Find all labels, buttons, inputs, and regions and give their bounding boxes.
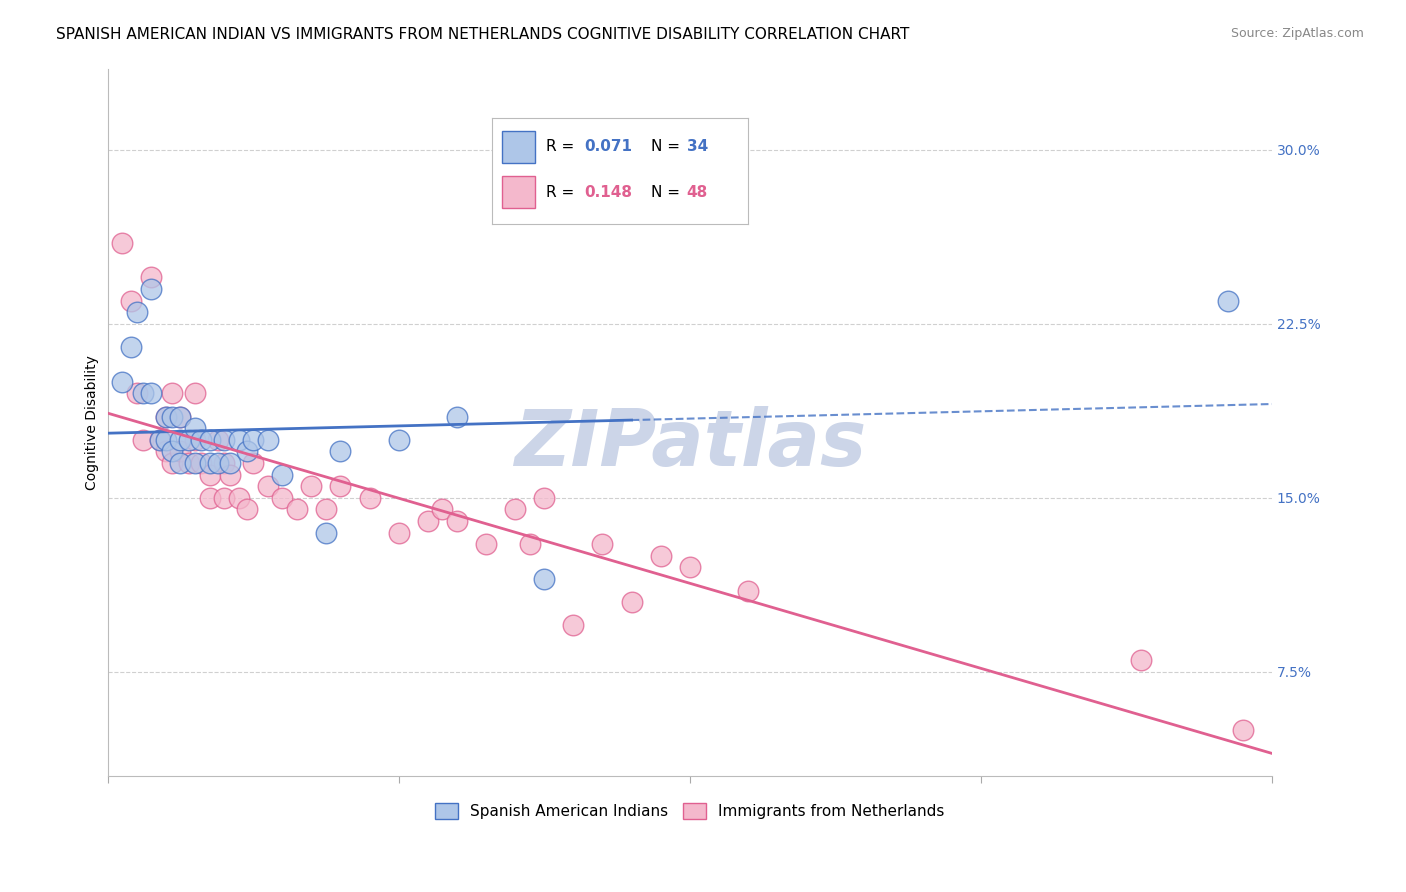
Point bbox=[155, 444, 177, 458]
Point bbox=[446, 409, 468, 424]
Point bbox=[285, 502, 308, 516]
Point bbox=[432, 502, 454, 516]
Point bbox=[219, 467, 242, 482]
Point bbox=[184, 421, 207, 435]
Point bbox=[149, 433, 172, 447]
Point bbox=[329, 444, 352, 458]
Point bbox=[503, 502, 526, 516]
Point bbox=[120, 293, 142, 308]
Point bbox=[388, 433, 411, 447]
Point bbox=[160, 456, 183, 470]
Point bbox=[190, 433, 212, 447]
Point bbox=[533, 491, 555, 505]
Point bbox=[155, 409, 177, 424]
Point bbox=[315, 502, 337, 516]
Point bbox=[155, 433, 177, 447]
Point bbox=[169, 456, 191, 470]
Point bbox=[155, 409, 177, 424]
Point bbox=[228, 491, 250, 505]
Point bbox=[388, 525, 411, 540]
Point bbox=[111, 375, 134, 389]
Point bbox=[207, 456, 229, 470]
Point bbox=[120, 340, 142, 354]
Point bbox=[679, 560, 702, 574]
Point bbox=[416, 514, 439, 528]
Point bbox=[650, 549, 672, 563]
Point bbox=[184, 386, 207, 401]
Point bbox=[592, 537, 614, 551]
Point bbox=[160, 444, 183, 458]
Point bbox=[160, 409, 183, 424]
Point bbox=[219, 456, 242, 470]
Point bbox=[256, 433, 278, 447]
Point bbox=[359, 491, 381, 505]
Point bbox=[125, 386, 148, 401]
Point bbox=[198, 467, 221, 482]
Point bbox=[242, 433, 264, 447]
Point bbox=[533, 572, 555, 586]
Text: SPANISH AMERICAN INDIAN VS IMMIGRANTS FROM NETHERLANDS COGNITIVE DISABILITY CORR: SPANISH AMERICAN INDIAN VS IMMIGRANTS FR… bbox=[56, 27, 910, 42]
Point bbox=[519, 537, 541, 551]
Point bbox=[111, 235, 134, 250]
Point bbox=[179, 456, 201, 470]
Point bbox=[228, 433, 250, 447]
Point bbox=[620, 595, 643, 609]
Point bbox=[1130, 653, 1153, 667]
Point bbox=[169, 444, 191, 458]
Point bbox=[446, 514, 468, 528]
Point bbox=[198, 456, 221, 470]
Point bbox=[299, 479, 322, 493]
Point bbox=[212, 456, 235, 470]
Point bbox=[169, 433, 191, 447]
Point bbox=[131, 386, 153, 401]
Point bbox=[475, 537, 498, 551]
Point bbox=[141, 386, 163, 401]
Point bbox=[329, 479, 352, 493]
Point bbox=[737, 583, 759, 598]
Point bbox=[141, 270, 163, 285]
Point bbox=[169, 409, 191, 424]
Point bbox=[242, 456, 264, 470]
Point bbox=[1218, 293, 1240, 308]
Point bbox=[198, 491, 221, 505]
Point bbox=[190, 456, 212, 470]
Point bbox=[131, 433, 153, 447]
Legend: Spanish American Indians, Immigrants from Netherlands: Spanish American Indians, Immigrants fro… bbox=[429, 797, 950, 825]
Point bbox=[212, 433, 235, 447]
Point bbox=[141, 282, 163, 296]
Text: Source: ZipAtlas.com: Source: ZipAtlas.com bbox=[1230, 27, 1364, 40]
Y-axis label: Cognitive Disability: Cognitive Disability bbox=[86, 355, 100, 490]
Point bbox=[236, 502, 259, 516]
Point bbox=[236, 444, 259, 458]
Text: ZIPatlas: ZIPatlas bbox=[513, 406, 866, 482]
Point bbox=[184, 456, 207, 470]
Point bbox=[179, 433, 201, 447]
Point bbox=[149, 433, 172, 447]
Point bbox=[271, 491, 294, 505]
Point bbox=[315, 525, 337, 540]
Point bbox=[271, 467, 294, 482]
Point bbox=[562, 618, 585, 632]
Point bbox=[169, 409, 191, 424]
Point bbox=[125, 305, 148, 319]
Point bbox=[160, 386, 183, 401]
Point bbox=[256, 479, 278, 493]
Point bbox=[212, 491, 235, 505]
Point bbox=[198, 433, 221, 447]
Point bbox=[184, 433, 207, 447]
Point bbox=[1232, 723, 1254, 737]
Point bbox=[207, 433, 229, 447]
